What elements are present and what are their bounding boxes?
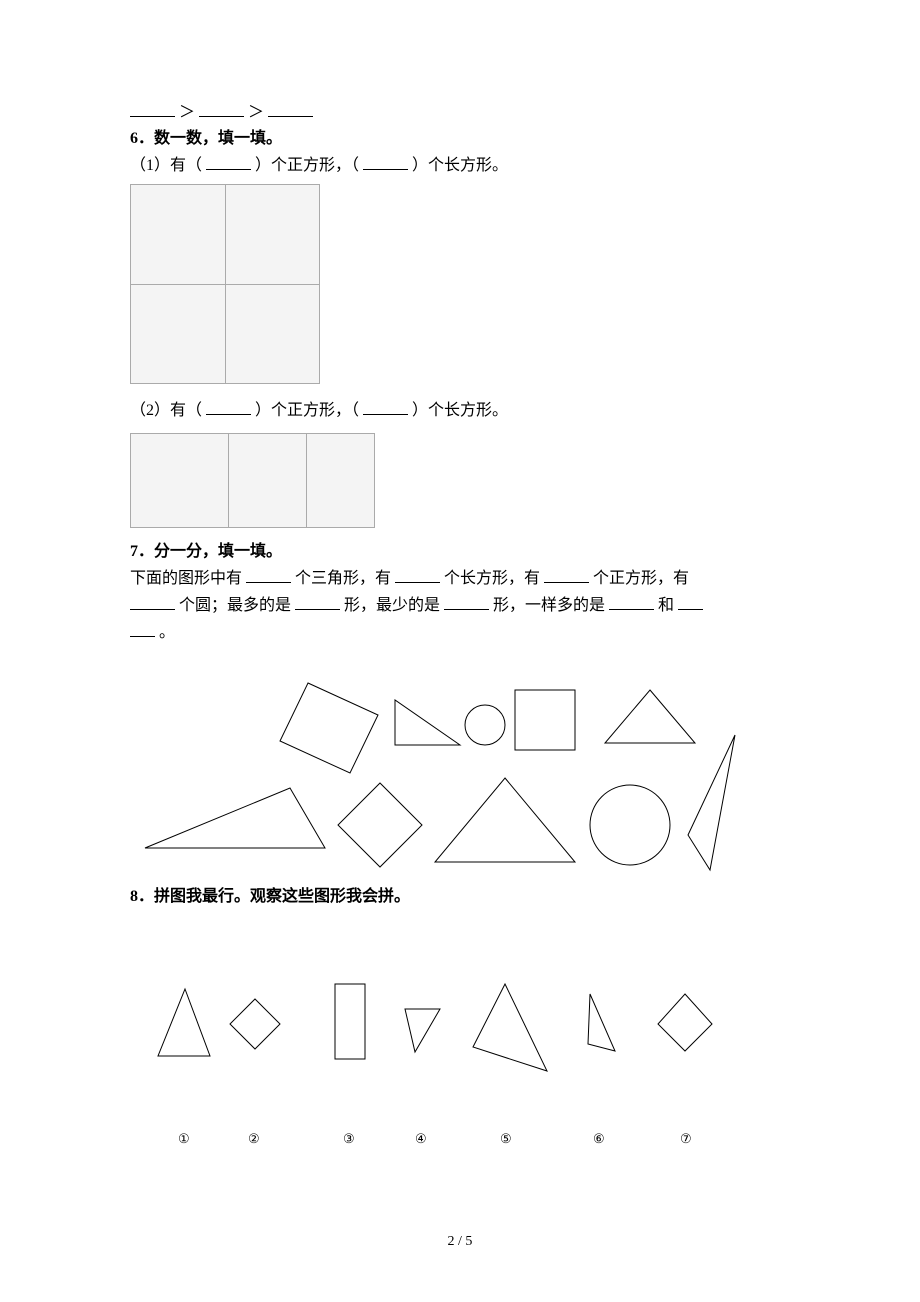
gt-symbol-1: ＞: [179, 104, 195, 121]
q7-l2b: 形，最少的是: [344, 597, 440, 614]
shape-big-circle: [585, 780, 675, 870]
q7-blank8: [678, 593, 703, 610]
q7-blank2: [395, 566, 440, 583]
q6-p2c: ）个长方形。: [412, 402, 508, 419]
shape-large-triangle: [425, 770, 585, 870]
q7-l1b: 个三角形，有: [295, 570, 391, 587]
q7-shapes-figure: [140, 675, 790, 875]
q8-label-7: ⑦: [680, 1129, 692, 1149]
q7-blank6: [444, 593, 489, 610]
q7-blank5: [295, 593, 340, 610]
q7-line3: 。: [130, 620, 810, 645]
q8-label-2: ②: [248, 1129, 260, 1149]
shape-diamond-square: [330, 775, 430, 875]
shape-long-triangle: [140, 780, 335, 855]
q6-p1-blank2: [363, 153, 408, 170]
q7-l1c: 个长方形，有: [444, 570, 540, 587]
blank-cmp-3: [268, 100, 313, 117]
q8-label-6: ⑥: [593, 1129, 605, 1149]
q6-part2-text: （2）有（ ）个正方形，（ ）个长方形。: [130, 398, 810, 423]
q6-p1-blank1: [206, 153, 251, 170]
q7-l1d: 个正方形，有: [593, 570, 689, 587]
shape-right-triangle: [390, 695, 470, 750]
q8-shape-3: [330, 979, 375, 1064]
q7-blank7: [609, 593, 654, 610]
q8-shape-7: [650, 989, 720, 1059]
q7-l3a: 。: [159, 624, 175, 641]
q7-blank1: [246, 566, 291, 583]
q8-label-5: ⑤: [500, 1129, 512, 1149]
q8-labels-row: ① ② ③ ④ ⑤ ⑥ ⑦: [140, 1129, 790, 1149]
q6-title: 6．数一数，填一填。: [130, 127, 810, 151]
q6-p2-blank2: [363, 398, 408, 415]
shape-tilted-rectangle: [270, 675, 390, 785]
q8-shape-5: [465, 979, 555, 1079]
q7-l2a: 个圆；最多的是: [179, 597, 291, 614]
q8-shape-2: [225, 994, 285, 1054]
q7-blank3: [544, 566, 589, 583]
q6-p2b: ）个正方形，（: [255, 402, 359, 419]
q8-shape-6: [580, 989, 625, 1059]
page-number: 2 / 5: [0, 1231, 920, 1252]
grid-divider-2: [306, 434, 307, 527]
q6-part1-text: （1）有（ ）个正方形，（ ）个长方形。: [130, 153, 810, 178]
blank-cmp-2: [199, 100, 244, 117]
q6-p2a: （2）有（: [130, 402, 202, 419]
shape-square: [510, 685, 585, 760]
worksheet-page: ＞ ＞ 6．数一数，填一填。 （1）有（ ）个正方形，（ ）个长方形。 （2）有…: [0, 0, 920, 1302]
q7-title: 7．分一分，填一填。: [130, 540, 810, 564]
q8-title: 8．拼图我最行。观察这些图形我会拼。: [130, 885, 810, 909]
q7-line2: 个圆；最多的是 形，最少的是 形，一样多的是 和: [130, 593, 810, 618]
q7-blank4: [130, 593, 175, 610]
grid-divider-1: [228, 434, 229, 527]
comparison-line: ＞ ＞: [130, 100, 810, 125]
q6-p1a: （1）有（: [130, 157, 202, 174]
q7-l1a: 下面的图形中有: [130, 570, 242, 587]
q7-line1: 下面的图形中有 个三角形，有 个长方形，有 个正方形，有: [130, 566, 810, 591]
q6-grid-2x2: [130, 184, 320, 384]
q8-shapes-figure: [140, 949, 790, 1129]
q6-p2-blank1: [206, 398, 251, 415]
q7-l2d: 和: [658, 597, 674, 614]
q8-label-1: ①: [178, 1129, 190, 1149]
shape-narrow-triangle: [680, 730, 750, 875]
q6-p1c: ）个长方形。: [412, 157, 508, 174]
q7-l2c: 形，一样多的是: [493, 597, 605, 614]
gt-symbol-2: ＞: [248, 104, 264, 121]
blank-cmp-1: [130, 100, 175, 117]
q8-shape-1: [150, 984, 220, 1064]
q8-label-3: ③: [343, 1129, 355, 1149]
q6-p1b: ）个正方形，（: [255, 157, 359, 174]
q7-blank9: [130, 620, 155, 637]
q6-grid-3x1: [130, 433, 375, 528]
q8-label-4: ④: [415, 1129, 427, 1149]
q8-shape-4: [400, 1004, 450, 1059]
shape-small-circle: [460, 700, 510, 750]
